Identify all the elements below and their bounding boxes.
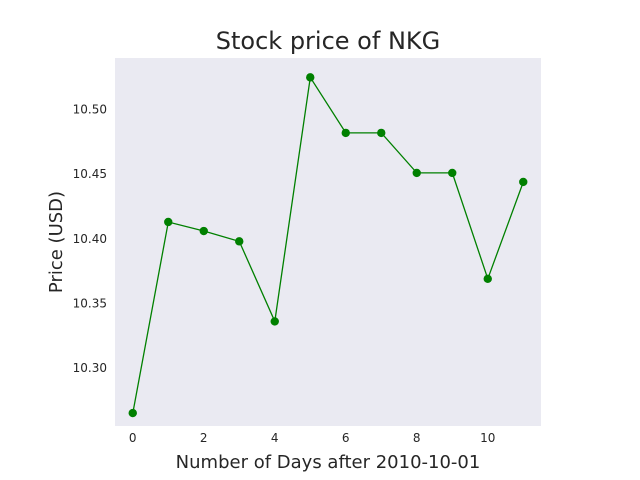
- price-point: [128, 408, 137, 418]
- y-axis-label: Price (USD): [46, 191, 67, 293]
- y-tick-label: 10.30: [73, 361, 107, 375]
- x-tick-label: 0: [129, 431, 137, 445]
- price-point: [164, 217, 173, 227]
- price-point: [199, 226, 208, 236]
- x-axis-label: Number of Days after 2010-10-01: [176, 452, 481, 473]
- y-tick-label: 10.45: [73, 167, 107, 181]
- price-point: [412, 168, 421, 178]
- price-point: [448, 168, 457, 178]
- y-tick-label: 10.35: [73, 296, 107, 310]
- x-tick-label: 10: [480, 431, 495, 445]
- price-point: [341, 128, 350, 138]
- price-point: [519, 177, 528, 187]
- x-tick-label: 6: [342, 431, 350, 445]
- y-tick-label: 10.40: [73, 232, 107, 246]
- y-tick-label: 10.50: [73, 103, 107, 117]
- price-point: [270, 317, 279, 326]
- y-axis-ticks: 10.30 10.35 10.40 10.45 10.50: [73, 103, 107, 375]
- x-tick-label: 4: [271, 431, 279, 445]
- price-point: [235, 237, 244, 246]
- series-layer: [128, 73, 528, 418]
- x-axis-ticks: 0 2 4 6 8 10: [129, 431, 495, 445]
- price-point: [483, 274, 492, 283]
- chart-title: Stock price of NKG: [216, 27, 440, 55]
- plot-area: [115, 58, 541, 426]
- price-point: [306, 73, 315, 82]
- price-line: [132, 75, 524, 414]
- price-point: [377, 128, 386, 138]
- x-tick-label: 8: [413, 431, 421, 445]
- x-tick-label: 2: [200, 431, 208, 445]
